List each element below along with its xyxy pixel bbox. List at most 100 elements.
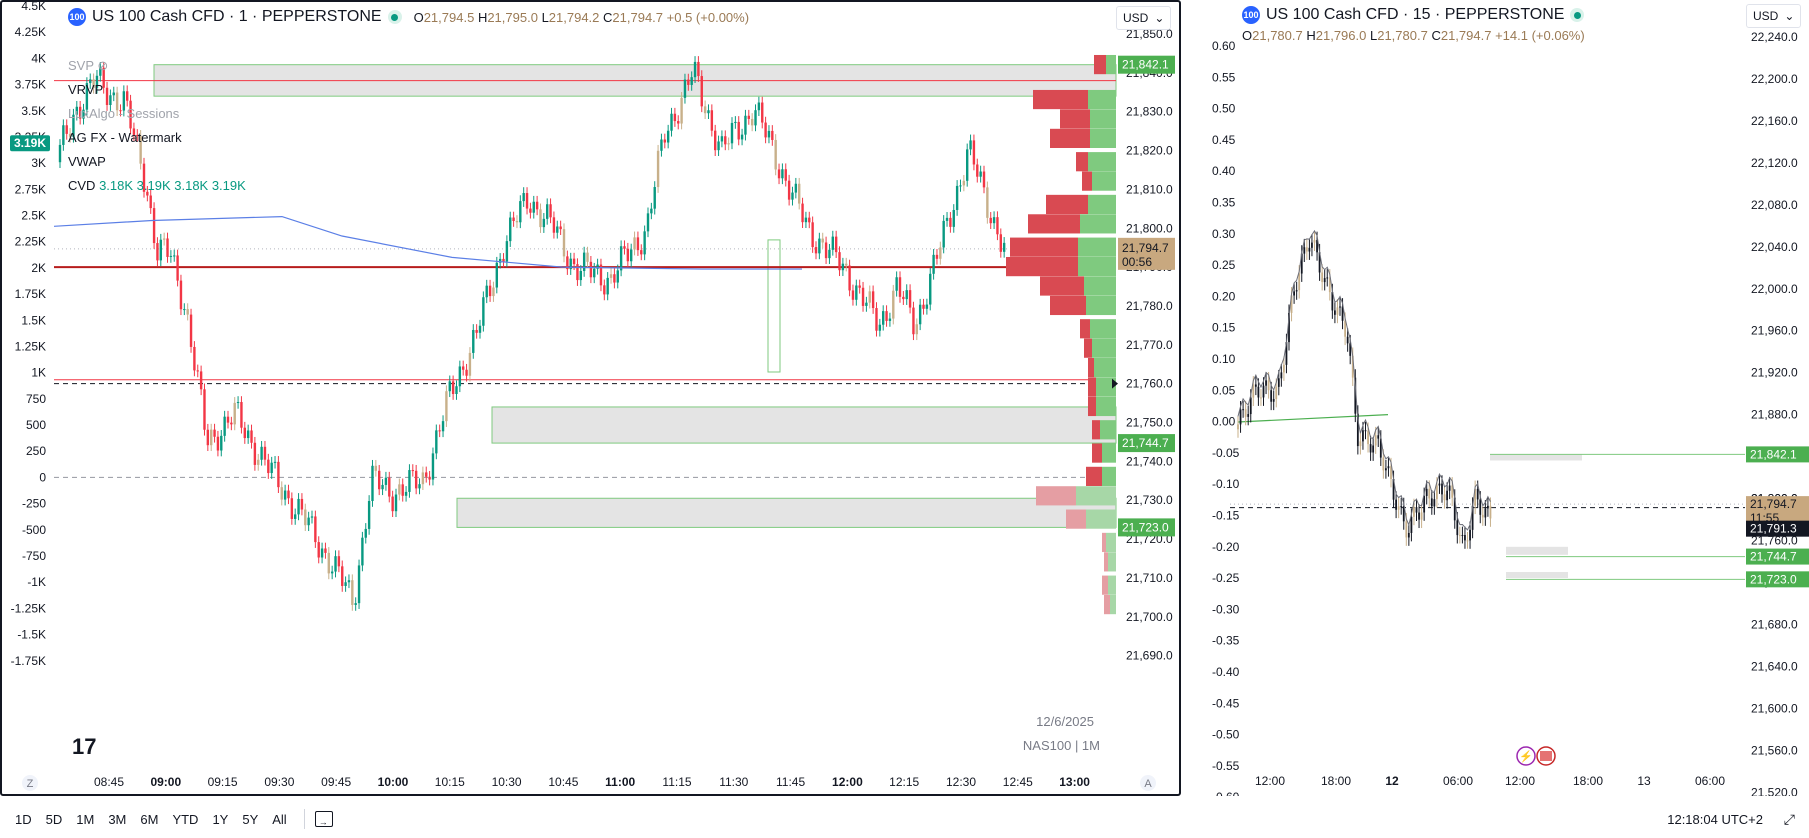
candle-body (949, 217, 952, 227)
session-clock[interactable]: 12:18:04 UTC+2 (1667, 812, 1763, 827)
candle-body (213, 429, 216, 437)
cvd-scale-label: -1.75K (11, 654, 46, 668)
candle-body (1252, 384, 1255, 398)
candle-body (304, 509, 307, 526)
candle-body (320, 548, 324, 558)
price-scale-label: 22,080.0 (1751, 198, 1798, 212)
candle-body (1428, 488, 1431, 499)
candle-body (982, 171, 986, 188)
symbol-logo-icon: 100 (1242, 6, 1260, 24)
left-chart-canvas[interactable]: 4.5K4.25K4K3.75K3.5K3.25K3K2.75K2.5K2.25… (2, 2, 1179, 794)
volume-profile-bar-buy (1096, 396, 1116, 417)
candle-body (579, 270, 582, 281)
price-scale-label: 21,740.0 (1126, 454, 1173, 468)
candle-body (341, 566, 344, 586)
volume-profile-bar-buy (1088, 89, 1116, 110)
range-6m-button[interactable]: 6M (140, 811, 159, 827)
candle-body (263, 446, 267, 460)
indicator-watermark[interactable]: AG FX - Watermark (68, 130, 182, 145)
indicator-vrvp[interactable]: VRVP (68, 82, 104, 97)
range-1y-button[interactable]: 1Y (212, 811, 229, 827)
candle-body (693, 61, 697, 78)
volume-profile-bar-sell (1086, 466, 1102, 486)
volume-profile-bar-sell (1084, 338, 1092, 358)
indicator-cvd[interactable]: CVD 3.18K 3.19K 3.18K 3.19K (68, 178, 246, 193)
time-axis-label: 09:30 (264, 775, 294, 789)
candle-body (1293, 291, 1295, 296)
candle-body (300, 498, 304, 510)
hidden-eye-icon[interactable]: ⊘ (97, 58, 109, 73)
left-chart-title[interactable]: US 100 Cash CFD · 1 · PEPPERSTONE (92, 8, 382, 25)
candle-body (1387, 466, 1390, 469)
candle-body (787, 180, 791, 200)
candle-body (677, 121, 680, 124)
right-chart-pane[interactable]: 0.60 0.55 0.50 0.45 0.40 0.35 0.30 0.25 0.20 0.15… (1190, 0, 1809, 796)
lightning-icon[interactable]: ⚡ (1519, 750, 1533, 763)
candle-body (381, 484, 384, 490)
left-scale-label: 0.45 (1212, 133, 1236, 147)
range-5d-button[interactable]: 5D (45, 811, 63, 827)
candle-body (488, 285, 492, 297)
volume-profile-bar-sell (1102, 532, 1106, 553)
candle-body (330, 571, 334, 574)
candle-body (700, 76, 703, 107)
candle-body (851, 290, 855, 300)
goto-date-icon[interactable]: → (314, 811, 333, 827)
candle-body (99, 67, 102, 76)
range-1d-button[interactable]: 1D (15, 811, 32, 827)
candle-body (126, 91, 129, 101)
candle-body (1402, 506, 1405, 522)
left-chart-pane[interactable]: 4.5K4.25K4K3.75K3.5K3.25K3K2.75K2.5K2.25… (0, 0, 1181, 796)
price-tag-low: 21,723.0 (1122, 520, 1169, 534)
indicator-vwap[interactable]: VWAP (68, 154, 106, 169)
range-5y-button[interactable]: 5Y (242, 811, 259, 827)
scale-z-button[interactable] (22, 775, 38, 791)
volume-profile-bar-buy (1092, 171, 1116, 191)
volume-profile-bar-sell (1040, 276, 1084, 296)
right-chart-canvas[interactable]: 0.60 0.55 0.50 0.45 0.40 0.35 0.30 0.25 0.20 0.15… (1190, 0, 1809, 796)
candle-body (855, 285, 858, 300)
right-currency-select[interactable]: USD ⌄ (1746, 4, 1802, 28)
demand-zone-upper (491, 406, 1117, 444)
price-scale-label: 21,960.0 (1751, 324, 1798, 338)
candle-body (1303, 247, 1306, 254)
range-3m-button[interactable]: 3M (108, 811, 127, 827)
candle-body (455, 386, 458, 395)
range-ytd-button[interactable]: YTD (172, 811, 199, 827)
auto-scale-label[interactable]: A (1144, 778, 1152, 790)
right-chart-title[interactable]: US 100 Cash CFD · 15 · PEPPERSTONE (1266, 6, 1565, 23)
candle-body (1356, 413, 1359, 447)
volume-profile-bar-buy (1096, 377, 1116, 397)
candle-body (418, 484, 421, 489)
candle-body (1344, 320, 1346, 337)
candle-body (942, 220, 945, 248)
fullscreen-icon[interactable]: ⤢ (1783, 811, 1795, 827)
candle-body (233, 402, 236, 425)
candle-body (1379, 438, 1382, 458)
auto-scale-button[interactable] (1140, 775, 1156, 791)
price-scale-label: 21,800.0 (1126, 221, 1173, 235)
candle-body (764, 122, 767, 138)
time-axis-label: 11:45 (776, 775, 805, 789)
price-scale-label: 21,760.0 (1751, 534, 1798, 548)
indicator-sessions[interactable]: LuxAlgo - Sessions (68, 106, 180, 121)
scale-z-label[interactable]: Z (27, 778, 34, 790)
candle-body (391, 496, 394, 512)
volume-profile-bar-buy (1076, 486, 1116, 506)
range-all-button[interactable]: All (272, 811, 287, 827)
economic-event-icon[interactable] (1516, 746, 1536, 766)
cvd-scale-label: 500 (26, 418, 46, 432)
volume-profile-bar-sell (1033, 89, 1088, 110)
range-1m-button[interactable]: 1M (76, 811, 95, 827)
candle-body (361, 537, 364, 566)
candle-body (582, 252, 586, 271)
candle-body (505, 241, 509, 262)
indicator-svp[interactable]: SVP ⊘ (68, 58, 109, 73)
candle-body (1308, 247, 1311, 252)
candle-body (85, 83, 89, 110)
candle-body (1469, 529, 1471, 541)
candle-body (404, 491, 408, 496)
left-currency-select[interactable]: USD ⌄ (1116, 6, 1172, 30)
candle-body (882, 311, 885, 325)
candle-body (1313, 240, 1316, 243)
